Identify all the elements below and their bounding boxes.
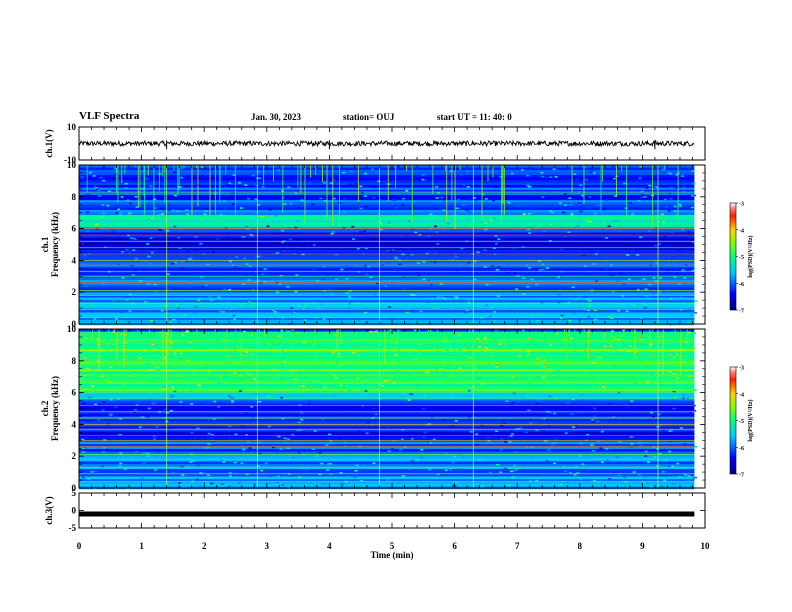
- date-label: Jan. 30, 2023: [251, 112, 302, 122]
- colorbar-tick-label: -4: [739, 392, 744, 398]
- y-axis-label: ch.1: [40, 236, 50, 252]
- y-tick-label: 6: [72, 388, 77, 398]
- x-tick-label: 8: [578, 541, 583, 551]
- colorbar-tick-label: -3: [739, 366, 744, 372]
- y-tick-label: 0: [72, 319, 77, 329]
- spectrogram-ch2: [79, 329, 705, 490]
- y-tick-label: 0: [72, 483, 77, 493]
- panel-frame: [78, 492, 706, 529]
- y-axis-label: ch.3(V): [44, 496, 54, 524]
- colorbar-tick-label: -4: [739, 228, 744, 234]
- x-tick-label: 4: [327, 541, 332, 551]
- y-tick-label: 5: [72, 488, 77, 498]
- y-tick-label: 4: [72, 255, 77, 265]
- y-tick-label: 4: [72, 419, 77, 429]
- y-tick-label: 0: [72, 506, 77, 516]
- x-tick-label: 7: [515, 541, 520, 551]
- y-tick-label: -10: [64, 155, 76, 165]
- x-tick-label: 9: [640, 541, 645, 551]
- y-axis-label: Frequency (kHz): [50, 212, 60, 277]
- colorbar-tick-label: -5: [739, 419, 744, 425]
- x-tick-label: 3: [265, 541, 270, 551]
- spectrogram-ch1: [79, 165, 705, 326]
- x-tick-label: 6: [452, 541, 457, 551]
- waveform-ch1: [78, 139, 695, 150]
- chart-title: VLF Spectra: [79, 110, 140, 122]
- start-time-label: start UT = 11: 40: 0: [437, 112, 512, 122]
- y-axis-label: ch.1(V): [44, 129, 54, 157]
- y-tick-label: 2: [72, 451, 77, 461]
- y-tick-label: 10: [67, 160, 77, 170]
- colorbar-tick-label: -3: [739, 202, 744, 208]
- y-tick-label: 6: [72, 224, 77, 234]
- station-label: station= OUJ: [343, 112, 395, 122]
- colorbar-tick-label: -7: [739, 309, 744, 315]
- y-tick-label: -5: [69, 523, 77, 533]
- y-tick-label: 2: [72, 287, 77, 297]
- x-axis-label: Time (min): [370, 550, 413, 560]
- colorbar: [729, 202, 737, 311]
- x-tick-label: 5: [390, 541, 395, 551]
- colorbar-tick-label: -5: [739, 255, 744, 261]
- colorbar-tick-label: -6: [739, 282, 744, 288]
- colorbar-tick-label: -6: [739, 446, 744, 452]
- colorbar-tick-label: -7: [739, 473, 744, 479]
- x-tick-label: 10: [701, 541, 711, 551]
- x-tick-label: 1: [139, 541, 144, 551]
- x-tick-label: 2: [202, 541, 207, 551]
- colorbar-label: log(PSD)(V²/Hz): [747, 399, 754, 441]
- y-tick-label: 8: [72, 192, 77, 202]
- colorbar: [729, 366, 737, 475]
- waveform-ch3: [79, 511, 695, 517]
- y-tick-label: 10: [67, 122, 77, 132]
- y-axis-label: ch.2: [40, 400, 50, 416]
- colorbar-label: log(PSD)(V²/Hz): [747, 235, 754, 277]
- y-tick-label: 8: [72, 356, 77, 366]
- x-tick-label: 0: [77, 541, 82, 551]
- y-tick-label: 10: [67, 324, 77, 334]
- y-axis-label: Frequency (kHz): [50, 376, 60, 441]
